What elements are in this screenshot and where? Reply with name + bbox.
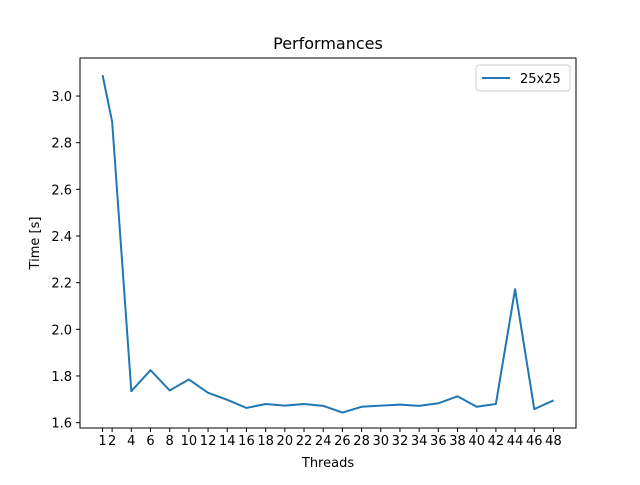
x-tick-label: 20 xyxy=(277,434,294,449)
y-tick-label: 2.4 xyxy=(51,230,72,245)
x-tick-label: 1 xyxy=(98,434,106,449)
plot-area: 1 2 4 6 8 10 12 14 16 18 20 22 24 26 28 30 32 34 36 38 40 42 4… xyxy=(51,57,577,449)
y-tick-label: 2.0 xyxy=(51,323,72,338)
y-tick-label: 2.2 xyxy=(51,277,72,292)
x-tick-label: 22 xyxy=(296,434,313,449)
x-tick-label: 2 xyxy=(108,434,116,449)
x-tick-label: 48 xyxy=(545,434,562,449)
y-tick-label: 1.8 xyxy=(51,370,72,385)
x-tick-label: 10 xyxy=(181,434,198,449)
x-tick-label: 34 xyxy=(411,434,428,449)
x-tick-label: 36 xyxy=(430,434,447,449)
y-tick-label: 3.0 xyxy=(51,90,72,105)
x-tick-label: 40 xyxy=(468,434,485,449)
series-line-25x25 xyxy=(101,74,554,414)
legend: 25x25 xyxy=(475,64,571,92)
y-axis-label: Time [s] xyxy=(28,217,43,271)
y-tick-label: 1.6 xyxy=(51,417,72,432)
x-tick-label: 24 xyxy=(315,434,332,449)
x-tick-label: 32 xyxy=(392,434,409,449)
y-tick-label: 2.6 xyxy=(51,183,72,198)
x-tick-label: 18 xyxy=(257,434,274,449)
x-tick-label: 38 xyxy=(449,434,466,449)
x-tick-label: 44 xyxy=(507,434,524,449)
x-axis-label: Threads xyxy=(301,456,354,471)
x-tick-label: 16 xyxy=(238,434,255,449)
x-tick-label: 8 xyxy=(166,434,174,449)
axes-frame xyxy=(79,57,577,429)
x-tick-label: 42 xyxy=(488,434,505,449)
chart-title: Performances xyxy=(273,34,383,53)
x-tick-label: 12 xyxy=(200,434,217,449)
x-tick-label: 30 xyxy=(372,434,389,449)
legend-box xyxy=(475,64,571,92)
x-tick-label: 46 xyxy=(526,434,543,449)
x-tick-label: 14 xyxy=(219,434,236,449)
y-tick-label: 2.8 xyxy=(51,137,72,152)
x-tick-label: 6 xyxy=(146,434,154,449)
x-tick-label: 26 xyxy=(334,434,351,449)
x-tick-label: 4 xyxy=(127,434,135,449)
legend-label-25x25: 25x25 xyxy=(520,72,561,87)
x-tick-label: 28 xyxy=(353,434,370,449)
